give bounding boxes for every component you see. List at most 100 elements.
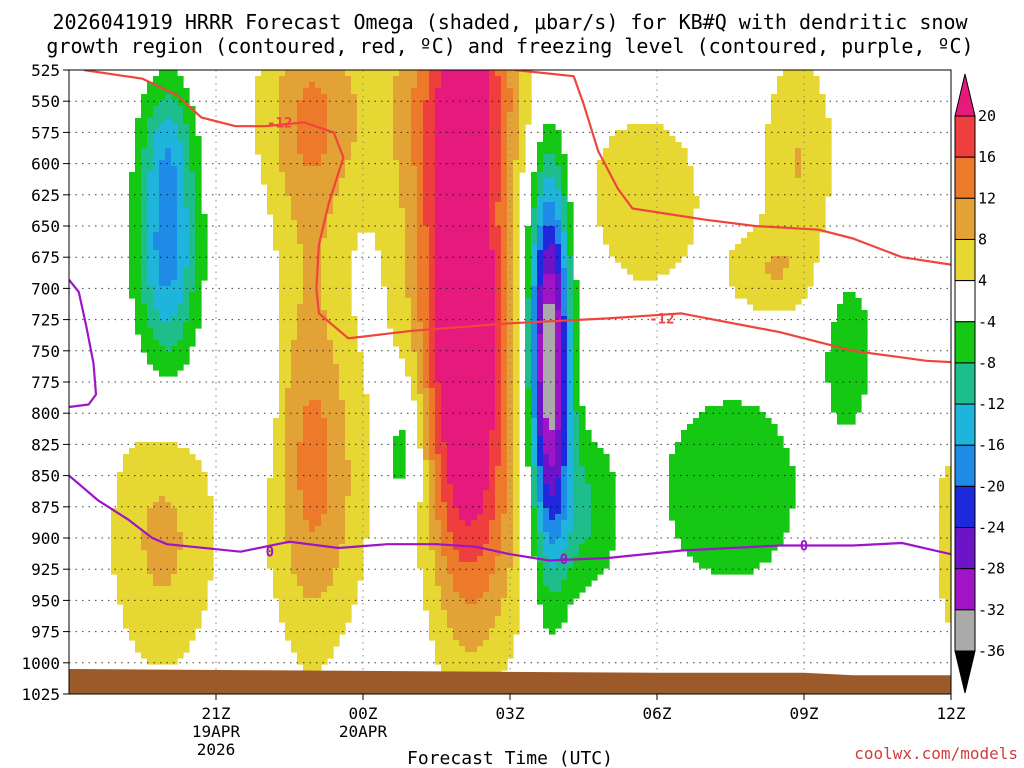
omega-cell: [531, 340, 538, 347]
omega-cell: [285, 442, 298, 449]
omega-cell: [411, 322, 424, 329]
omega-cell: [507, 574, 520, 581]
omega-cell: [597, 178, 694, 185]
credit-text[interactable]: coolwx.com/models: [854, 744, 1018, 763]
omega-cell: [495, 472, 508, 479]
omega-cell: [573, 328, 580, 335]
omega-cell: [273, 214, 292, 221]
omega-cell: [183, 274, 196, 281]
omega-cell: [393, 334, 412, 341]
omega-cell: [141, 286, 154, 293]
omega-cell: [543, 490, 550, 497]
omega-cell: [507, 322, 514, 329]
omega-cell: [279, 616, 352, 623]
omega-cell: [423, 478, 430, 485]
omega-cell: [429, 532, 442, 539]
omega-cell: [555, 298, 562, 305]
omega-cell: [783, 70, 814, 77]
omega-cell: [507, 280, 514, 287]
dgz-contour-label: -12: [649, 311, 674, 327]
omega-cell: [513, 310, 520, 317]
omega-cell: [537, 154, 544, 161]
omega-cell: [537, 220, 544, 227]
omega-cell: [435, 202, 490, 209]
omega-cell: [537, 172, 562, 179]
omega-cell: [159, 316, 172, 323]
omega-cell: [543, 316, 556, 323]
omega-cell: [123, 622, 202, 629]
omega-cell: [555, 202, 562, 209]
omega-cell: [321, 412, 346, 419]
omega-cell: [489, 160, 502, 167]
omega-cell: [351, 76, 394, 83]
omega-cell: [423, 448, 430, 455]
omega-cell: [327, 418, 346, 425]
omega-cell: [147, 280, 160, 287]
omega-cell: [123, 466, 202, 473]
omega-cell: [513, 268, 520, 275]
omega-cell: [333, 574, 364, 581]
omega-cell: [273, 220, 298, 227]
omega-cell: [285, 70, 346, 77]
omega-cell: [321, 292, 352, 299]
omega-cell: [285, 526, 310, 533]
omega-cell: [531, 460, 538, 467]
omega-cell: [561, 250, 568, 257]
omega-cell: [177, 274, 184, 281]
omega-cell: [537, 250, 544, 257]
omega-cell: [177, 562, 214, 569]
omega-cell: [297, 478, 328, 485]
omega-cell: [483, 496, 496, 503]
omega-cell: [603, 232, 694, 239]
omega-cell: [111, 538, 142, 545]
omega-cell: [141, 106, 154, 113]
omega-cell: [129, 208, 142, 215]
omega-cell: [489, 520, 502, 527]
omega-cell: [519, 124, 526, 131]
omega-cell: [393, 124, 412, 131]
omega-cell: [537, 352, 544, 359]
omega-cell: [543, 226, 556, 233]
omega-cell: [441, 454, 448, 461]
omega-cell: [561, 376, 568, 383]
omega-cell: [567, 358, 574, 365]
omega-cell: [189, 310, 202, 317]
omega-cell: [519, 154, 526, 161]
omega-cell: [303, 160, 322, 167]
omega-cell: [483, 502, 496, 509]
omega-cell: [513, 496, 520, 503]
omega-cell: [423, 466, 430, 473]
omega-cell: [531, 388, 538, 395]
omega-cell: [423, 322, 430, 329]
omega-cell: [435, 292, 496, 299]
omega-cell: [177, 508, 214, 515]
omega-cell: [147, 520, 178, 527]
omega-cell: [357, 124, 394, 131]
omega-cell: [939, 586, 951, 593]
omega-cell: [411, 160, 424, 167]
omega-cell: [525, 304, 532, 311]
omega-cell: [513, 400, 520, 407]
omega-cell: [555, 322, 562, 329]
omega-cell: [327, 94, 358, 101]
omega-cell: [417, 226, 430, 233]
omega-cell: [555, 208, 562, 215]
omega-cell: [543, 256, 556, 263]
omega-cell: [435, 442, 448, 449]
omega-cell: [279, 82, 310, 89]
omega-cell: [177, 226, 190, 233]
omega-cell: [543, 466, 562, 473]
omega-cell: [531, 352, 538, 359]
omega-cell: [189, 232, 196, 239]
omega-cell: [417, 502, 430, 509]
omega-cell: [567, 514, 574, 521]
omega-cell: [501, 442, 508, 449]
omega-cell: [297, 106, 328, 113]
omega-cell: [129, 268, 142, 275]
omega-cell: [561, 202, 568, 209]
omega-cell: [735, 286, 808, 293]
omega-cell: [141, 148, 154, 155]
omega-cell: [825, 364, 868, 371]
omega-cell: [561, 286, 568, 293]
omega-cell: [513, 544, 520, 551]
